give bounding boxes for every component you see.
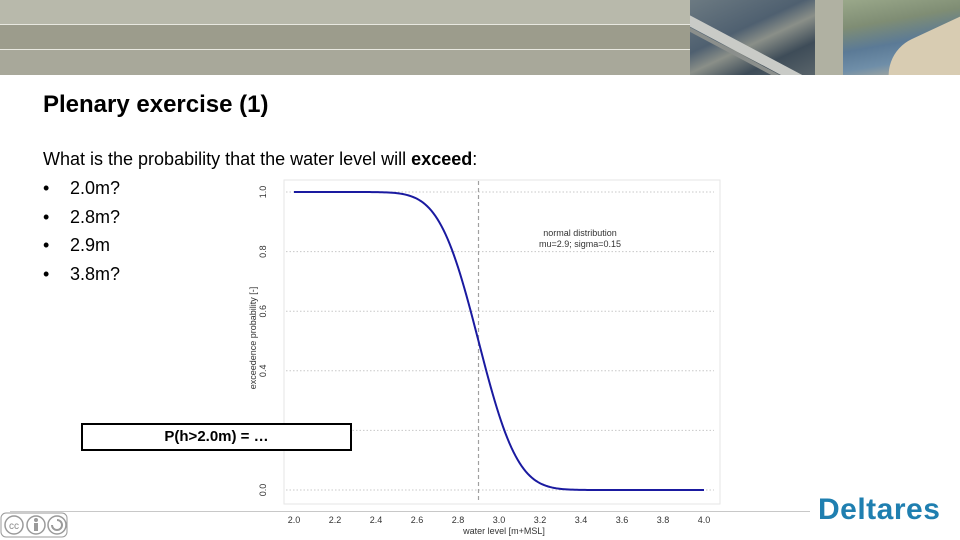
- bridge-photo: [690, 0, 815, 75]
- cc-text: cc: [9, 521, 19, 532]
- bullet-glyph: •: [43, 206, 50, 227]
- annotation-line-2: mu=2.9; sigma=0.15: [539, 239, 621, 249]
- grid-layer: [286, 191, 714, 491]
- y-tick-label: 0.6: [258, 305, 268, 318]
- bullet-text: 2.0m?: [70, 178, 121, 198]
- coastline-photo: [843, 0, 960, 75]
- header-stripe-top: [0, 0, 690, 24]
- curve-layer: [294, 191, 704, 491]
- question-text: What is the probability that the water l…: [43, 149, 477, 170]
- x-tick-label: 2.8: [452, 515, 465, 525]
- bullet-list: • 2.0m? • 2.8m? • 2.9m • 3.8m?: [43, 176, 120, 290]
- x-tick-label: 2.2: [329, 515, 342, 525]
- header-photo-gap: [815, 0, 843, 75]
- x-tick-label: 3.6: [616, 515, 629, 525]
- header-divider-2: [0, 49, 690, 50]
- bullet-text: 2.8m?: [70, 206, 121, 227]
- deltares-logo: Deltares: [818, 493, 941, 526]
- cc-license-icon: cc: [0, 512, 68, 538]
- bullet-glyph: •: [43, 263, 50, 284]
- footer-divider: [10, 511, 810, 512]
- bullet-text: 3.8m?: [70, 263, 121, 284]
- bullet-item: • 2.8m?: [43, 205, 120, 234]
- header-divider-1: [0, 24, 690, 25]
- x-axis-label: water level [m+MSL]: [462, 526, 545, 536]
- chart-svg: 2.02.22.42.62.83.03.23.43.63.84.0 0.00.2…: [248, 179, 721, 536]
- y-tick-label: 0.4: [258, 365, 268, 378]
- header-stripe-middle: [0, 25, 690, 49]
- y-axis-label: exceedence probability [-]: [248, 287, 258, 390]
- x-tick-label: 3.0: [493, 515, 506, 525]
- bullet-item: • 3.8m?: [43, 262, 120, 291]
- x-tick-label: 3.4: [575, 515, 588, 525]
- question-suffix: :: [472, 149, 478, 169]
- bullet-item: • 2.0m?: [43, 176, 120, 205]
- bullet-glyph: •: [43, 178, 50, 198]
- exceedance-chart: 2.02.22.42.62.83.03.23.43.63.84.0 0.00.2…: [240, 178, 725, 540]
- x-tick-label: 3.2: [534, 515, 547, 525]
- bullet-glyph: •: [43, 235, 50, 255]
- bullet-item: • 2.9m: [43, 233, 120, 262]
- x-tick-label: 2.0: [288, 515, 301, 525]
- answer-box: P(h>2.0m) = …: [81, 423, 352, 451]
- annotation-line-1: normal distribution: [543, 228, 617, 238]
- y-tick-label: 0.8: [258, 245, 268, 258]
- x-tick-label: 4.0: [698, 515, 711, 525]
- plot-area: [283, 179, 721, 505]
- slide-title: Plenary exercise (1): [43, 91, 269, 118]
- question-prefix: What is the probability that the water l…: [43, 149, 412, 169]
- y-tick-label: 0.0: [258, 484, 268, 497]
- exceedance-curve: [294, 191, 704, 491]
- question-emphasis: exceed: [411, 149, 473, 169]
- y-tick-label: 1.0: [258, 186, 268, 199]
- x-tick-label: 2.4: [370, 515, 383, 525]
- x-tick-label: 2.6: [411, 515, 424, 525]
- bullet-text: 2.9m: [70, 235, 111, 255]
- x-tick-layer: 2.0 2.2 2.4 2.6 2.8 3.0 3.2 3.4 3.6 3.8 4.0: [288, 515, 711, 525]
- x-tick-label: 3.8: [657, 515, 670, 525]
